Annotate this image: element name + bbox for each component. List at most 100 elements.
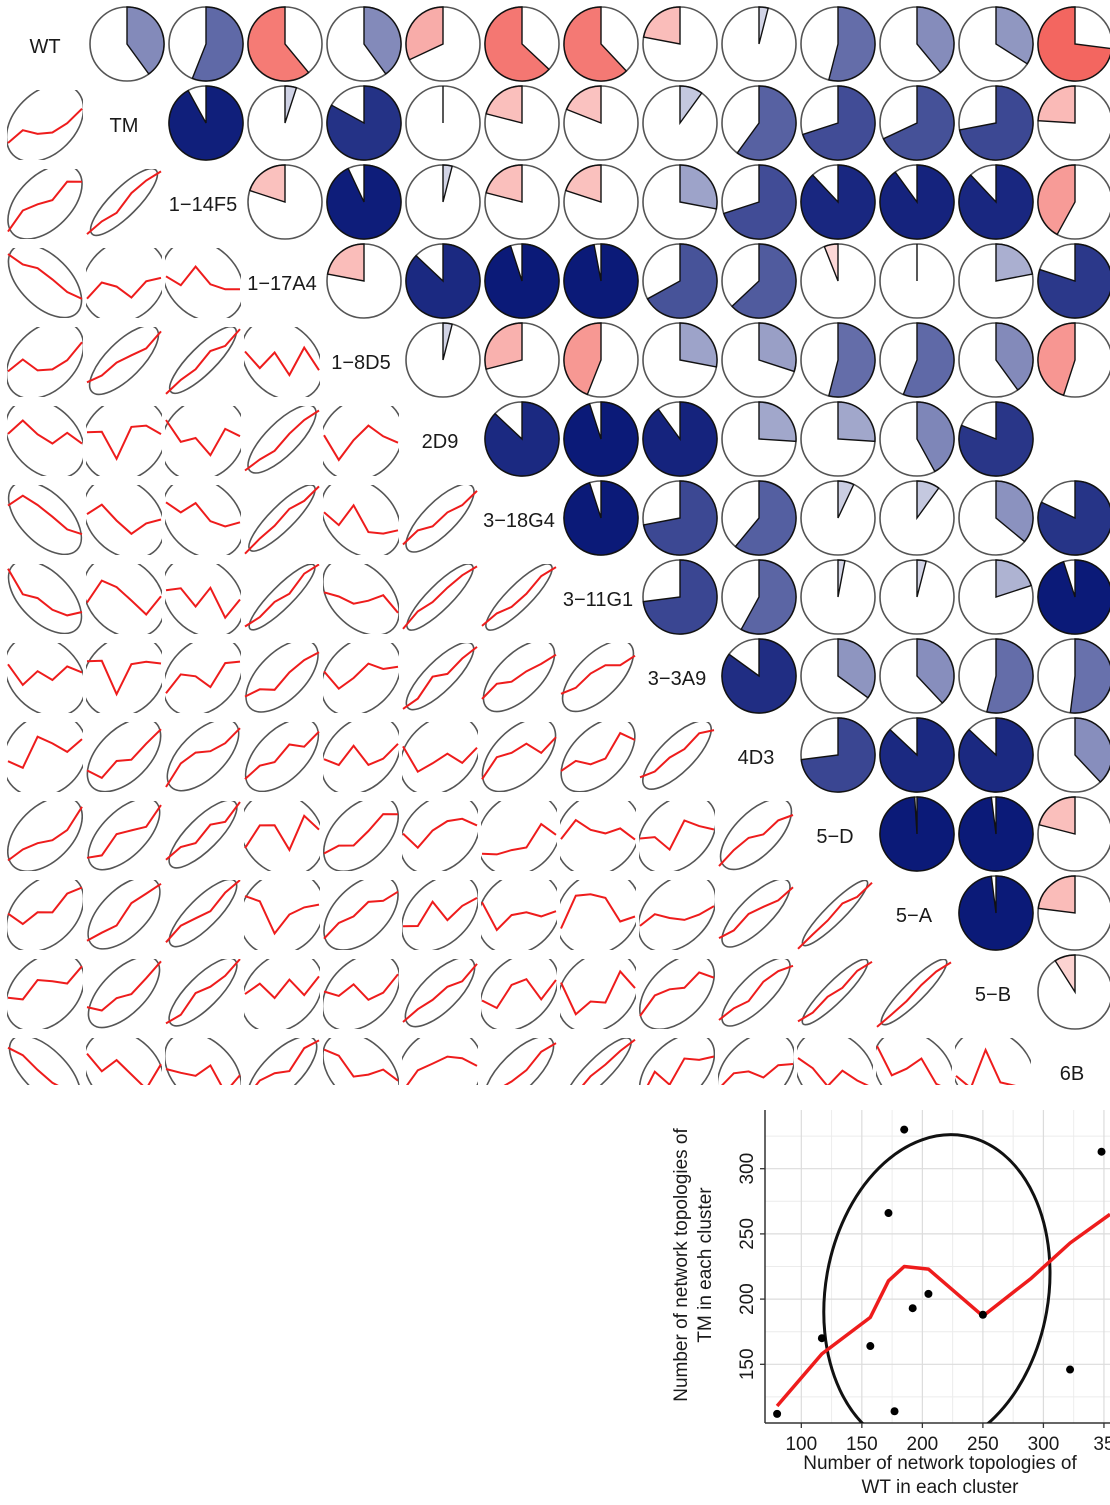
pie-wedge: [1038, 796, 1076, 835]
ellipse-cell: [165, 959, 241, 1027]
ellipse-cell: [639, 722, 715, 790]
pie-wedge: [248, 164, 286, 203]
ellipse-cell: [86, 169, 162, 237]
pie-cell: [721, 6, 797, 82]
pie-wedge: [879, 796, 955, 872]
cell-ellipse: [165, 406, 241, 476]
pie-wedge: [126, 6, 165, 75]
ellipse-cell: [165, 564, 241, 634]
cell-smoother: [7, 735, 83, 770]
ellipse-cell: [955, 1038, 1031, 1085]
pie-cell: [800, 322, 876, 398]
ellipse-cell: [564, 1038, 636, 1085]
pie-wedge: [563, 480, 639, 556]
cell-ellipse: [323, 643, 399, 713]
pie-wedge: [758, 6, 770, 45]
pie-wedge: [284, 85, 298, 124]
ellipse-cell: [86, 1038, 162, 1085]
pie-wedge: [326, 85, 402, 161]
variable-label: 5−A: [896, 905, 933, 927]
pie-cell: [642, 559, 718, 635]
pie-wedge: [405, 243, 481, 319]
pie-cell: [642, 243, 718, 319]
pie-cell: [721, 401, 797, 477]
ellipse-cell: [86, 643, 162, 713]
ellipse-cell: [323, 406, 399, 476]
cell-ellipse: [405, 485, 475, 553]
pie-cell: [879, 322, 955, 398]
ellipse-cell: [639, 959, 715, 1029]
ellipse-cell: [246, 1038, 320, 1085]
variable-label: TM: [110, 115, 139, 137]
ellipse-cell: [402, 643, 478, 711]
cell-smoother: [7, 253, 83, 300]
ellipse-cell: [402, 485, 478, 553]
cell-ellipse: [955, 1038, 1031, 1085]
pie-cell: [879, 6, 955, 82]
pie-cell: [1037, 243, 1110, 319]
cell-ellipse: [244, 722, 320, 792]
pie-cell: [958, 796, 1034, 872]
cell-ellipse: [7, 485, 83, 555]
pie-cell: [879, 85, 955, 161]
cell-ellipse: [560, 722, 636, 792]
cell-smoother: [165, 501, 241, 528]
cell-smoother: [402, 963, 478, 1023]
ellipse-cell: [244, 564, 320, 631]
pie-cell: [247, 6, 323, 82]
x-tick-label: 150: [846, 1434, 878, 1455]
variable-label: 3−18G4: [483, 510, 555, 532]
cell-ellipse: [244, 801, 320, 871]
x-tick-label: 35: [1093, 1434, 1110, 1455]
cell-ellipse: [86, 485, 162, 555]
pie-wedge: [326, 164, 402, 240]
pie-cell: [563, 6, 639, 82]
pie-wedge: [837, 638, 876, 699]
pie-cell: [958, 243, 1034, 319]
cell-ellipse: [87, 880, 161, 950]
cell-ellipse: [247, 406, 317, 474]
cell-ellipse: [168, 327, 238, 395]
pie-cell: [563, 243, 639, 319]
variable-label: 5−B: [975, 984, 1011, 1006]
ellipse-cell: [481, 959, 557, 1029]
pie-cell: [563, 480, 639, 556]
cell-smoother: [402, 565, 478, 630]
cell-smoother: [86, 882, 162, 942]
pie-cell: [879, 480, 955, 556]
cell-smoother: [244, 409, 320, 472]
cell-smoother: [7, 180, 83, 233]
pie-cell: [326, 164, 402, 240]
cell-smoother: [165, 727, 241, 788]
cell-smoother: [165, 265, 241, 291]
cell-ellipse: [86, 722, 162, 792]
pie-wedge: [1037, 164, 1076, 236]
cell-smoother: [797, 881, 873, 950]
cell-ellipse: [560, 801, 636, 871]
ellipse-cell: [323, 801, 399, 871]
ellipse-cell: [323, 564, 399, 634]
ellipse-cell: [639, 801, 715, 871]
cell-ellipse: [86, 248, 162, 318]
cell-smoother: [165, 328, 241, 395]
cell-smoother: [876, 1045, 941, 1085]
cell-smoother: [639, 729, 715, 779]
cell-smoother: [165, 419, 241, 457]
pie-cell: [563, 164, 639, 240]
y-axis-title: TM in each cluster: [695, 1187, 716, 1343]
ellipse-cell: [323, 880, 399, 950]
cell-ellipse: [165, 1038, 241, 1085]
cell-smoother: [718, 964, 794, 1021]
cell-ellipse: [89, 169, 159, 237]
cell-smoother: [560, 893, 636, 929]
cell-ellipse: [639, 1038, 715, 1085]
ellipse-cell: [7, 406, 83, 476]
pie-cell: [484, 322, 560, 398]
ellipse-cell: [244, 406, 320, 474]
ellipse-cell: [718, 880, 794, 948]
pie-wedge: [721, 638, 797, 714]
pie-wedge: [326, 243, 365, 282]
cell-ellipse: [7, 564, 83, 634]
cell-ellipse: [323, 880, 399, 950]
y-tick-label: 200: [737, 1283, 758, 1315]
